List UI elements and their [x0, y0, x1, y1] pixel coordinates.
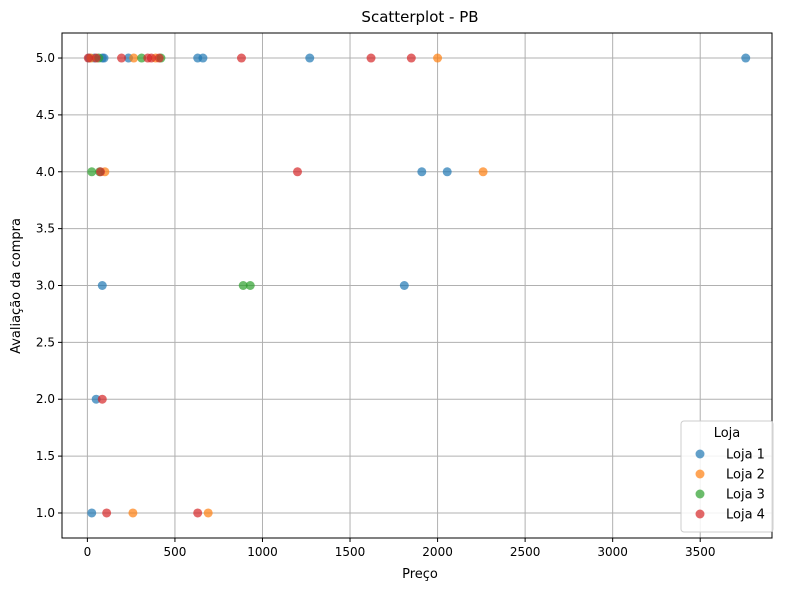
legend-items: Loja 1 Loja 2 Loja 3 Loja 4 — [695, 448, 765, 523]
data-point-loja-4 — [117, 53, 127, 63]
legend-label-loja-3: Loja 3 — [726, 488, 765, 503]
x-tick-label: 2500 — [510, 545, 541, 559]
legend-title: Loja — [714, 426, 741, 441]
data-point-loja-1 — [417, 167, 427, 177]
legend-marker-loja-2 — [695, 469, 705, 479]
data-point-loja-1 — [198, 53, 208, 63]
y-tick-label: 4.0 — [36, 165, 55, 179]
x-tick-label: 3500 — [685, 545, 716, 559]
data-point-loja-1 — [87, 508, 97, 518]
x-axis-ticks: 0 500 1000 1500 2000 2500 3000 3500 — [84, 538, 716, 559]
data-point-loja-4 — [146, 53, 156, 63]
data-points — [83, 53, 751, 518]
chart-title: Scatterplot - PB — [361, 8, 478, 26]
data-point-loja-1 — [399, 281, 409, 290]
x-tick-label: 0 — [84, 545, 92, 559]
data-point-loja-4 — [102, 508, 112, 518]
data-point-loja-3 — [238, 281, 248, 290]
y-tick-label: 1.5 — [36, 449, 55, 463]
data-point-loja-4 — [292, 167, 302, 177]
data-point-loja-4 — [91, 53, 101, 63]
y-tick-label: 5.0 — [36, 51, 55, 65]
data-point-loja-3 — [245, 281, 255, 290]
data-point-loja-2 — [129, 53, 139, 63]
data-point-loja-4 — [193, 508, 203, 518]
x-axis-label: Preço — [402, 567, 438, 582]
data-point-loja-2 — [433, 53, 443, 63]
y-axis-ticks: 1.0 1.5 2.0 2.5 3.0 3.5 4.0 4.5 5.0 — [36, 51, 62, 520]
y-tick-label: 2.0 — [36, 392, 55, 406]
data-point-loja-4 — [366, 53, 376, 63]
data-point-loja-1 — [442, 167, 452, 177]
legend-marker-loja-3 — [695, 489, 705, 499]
y-tick-label: 4.5 — [36, 108, 55, 122]
x-tick-label: 1500 — [335, 545, 366, 559]
y-tick-label: 3.5 — [36, 222, 55, 236]
y-axis-label: Avaliação da compra — [9, 218, 24, 354]
data-point-loja-4 — [83, 53, 93, 63]
data-point-loja-2 — [128, 508, 138, 518]
data-point-loja-1 — [97, 281, 107, 290]
y-tick-label: 1.0 — [36, 506, 55, 520]
y-tick-label: 2.5 — [36, 335, 55, 349]
legend-label-loja-4: Loja 4 — [726, 508, 765, 523]
x-tick-label: 500 — [163, 545, 186, 559]
x-tick-label: 1000 — [247, 545, 278, 559]
data-point-loja-2 — [203, 508, 213, 518]
grid-lines — [62, 33, 772, 538]
legend: Loja Loja 1 Loja 2 Loja 3 Loja 4 — [680, 420, 774, 533]
y-tick-label: 3.0 — [36, 279, 55, 293]
data-point-loja-2 — [478, 167, 488, 177]
legend-marker-loja-4 — [695, 509, 705, 519]
x-tick-label: 3000 — [597, 545, 628, 559]
legend-box — [680, 420, 774, 533]
data-point-loja-1 — [741, 53, 751, 63]
legend-label-loja-1: Loja 1 — [726, 448, 765, 463]
data-point-loja-4 — [97, 394, 107, 404]
data-point-loja-1 — [305, 53, 315, 63]
x-tick-label: 2000 — [422, 545, 453, 559]
legend-marker-loja-1 — [695, 449, 705, 459]
data-point-loja-4 — [154, 53, 164, 63]
data-point-loja-4 — [406, 53, 416, 63]
legend-label-loja-2: Loja 2 — [726, 468, 765, 483]
data-point-loja-3 — [87, 167, 97, 177]
data-point-loja-4 — [96, 167, 106, 177]
data-point-loja-4 — [236, 53, 246, 63]
